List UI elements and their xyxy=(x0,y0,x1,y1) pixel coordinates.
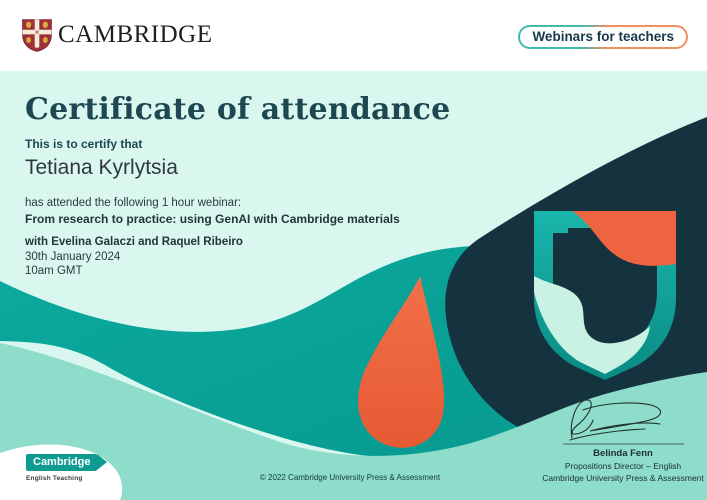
cambridge-english-teaching-logo: Cambridge English Teaching xyxy=(26,452,109,482)
page-title: Certificate of attendance xyxy=(25,92,451,127)
signatory-name: Belinda Fenn xyxy=(593,448,653,459)
signatory-org: Cambridge University Press & Assessment xyxy=(542,473,704,483)
webinar-date: 30th January 2024 xyxy=(25,251,121,263)
shield-emblem-icon xyxy=(534,211,676,380)
certify-label: This is to certify that xyxy=(25,137,143,151)
webinar-title: From research to practice: using GenAI w… xyxy=(25,212,400,226)
signature-block: Belinda Fenn Propositions Director – Eng… xyxy=(528,448,707,483)
presenters-line: with Evelina Galaczi and Raquel Ribeiro xyxy=(25,236,243,248)
light-teal-band-shape xyxy=(0,343,707,500)
copyright-line: © 2022 Cambridge University Press & Asse… xyxy=(259,473,441,482)
cambridge-logo-box: Cambridge xyxy=(26,454,109,471)
brand-wordmark: CAMBRIDGE xyxy=(58,21,213,48)
recipient-name: Tetiana Kyrlytsia xyxy=(25,156,178,179)
orange-teardrop-shape xyxy=(358,276,444,448)
header-bar: CAMBRIDGE Webinars for teachers xyxy=(0,0,707,71)
signatory-role: Propositions Director – English xyxy=(564,461,682,471)
webinar-time: 10am GMT xyxy=(25,265,83,277)
white-blob-shape xyxy=(0,444,123,500)
handwritten-signature-icon xyxy=(569,399,662,441)
attended-line: has attended the following 1 hour webina… xyxy=(25,197,242,209)
badge-label: Webinars for teachers xyxy=(520,27,686,47)
cambridge-crest-shield-icon xyxy=(22,19,52,52)
webinars-for-teachers-pill: Webinars for teachers xyxy=(518,25,688,49)
english-teaching-label: English Teaching xyxy=(26,475,83,482)
